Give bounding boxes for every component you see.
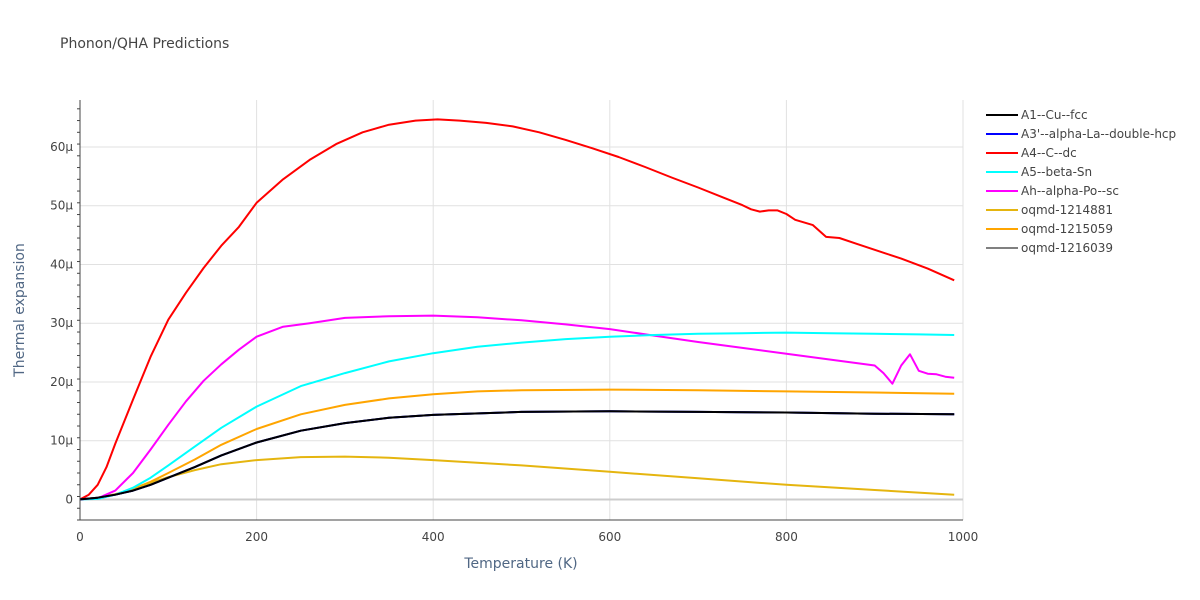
legend-label: A1--Cu--fcc: [1021, 108, 1088, 122]
legend-label: oqmd-1214881: [1021, 203, 1113, 217]
x-axis-title: Temperature (K): [463, 556, 577, 572]
y-tick-label: 20μ: [50, 375, 73, 389]
legend-item[interactable]: oqmd-1216039: [986, 241, 1113, 255]
legend-label: A5--beta-Sn: [1021, 165, 1092, 179]
x-tick-label: 400: [422, 530, 445, 544]
series-line-1[interactable]: [79, 410, 955, 501]
series-line-5[interactable]: [79, 314, 955, 501]
series-line-3[interactable]: [79, 118, 955, 501]
series-line-4[interactable]: [79, 331, 955, 501]
x-tick-label: 600: [598, 530, 621, 544]
y-tick-labels: 0 10μ 20μ 30μ 40μ 50μ 60μ: [50, 140, 73, 506]
x-tick-label: 1000: [948, 530, 979, 544]
legend-label: A3'--alpha-La--double-hcp: [1021, 127, 1176, 141]
y-tick-label: 10μ: [50, 434, 73, 448]
x-tick-labels: 0 200 400 600 800 1000: [76, 530, 978, 544]
legend-item[interactable]: A1--Cu--fcc: [986, 108, 1088, 122]
legend-label: oqmd-1216039: [1021, 241, 1113, 255]
legend-item[interactable]: A3'--alpha-La--double-hcp: [986, 127, 1176, 141]
legend[interactable]: A1--Cu--fcc A3'--alpha-La--double-hcp A4--…: [986, 108, 1176, 255]
x-tick-label: 0: [76, 530, 84, 544]
legend-item[interactable]: oqmd-1214881: [986, 203, 1113, 217]
x-tick-label: 200: [245, 530, 268, 544]
legend-item[interactable]: oqmd-1215059: [986, 222, 1113, 236]
legend-label: Ah--alpha-Po--sc: [1021, 184, 1119, 198]
series-line-6[interactable]: [79, 455, 955, 501]
y-tick-label: 40μ: [50, 257, 73, 271]
legend-item[interactable]: Ah--alpha-Po--sc: [986, 184, 1119, 198]
series-line-7[interactable]: [79, 388, 955, 501]
grid: [80, 100, 964, 520]
y-axis-title: Thermal expansion: [12, 243, 28, 378]
legend-label: A4--C--dc: [1021, 146, 1077, 160]
y-tick-label: 0: [65, 492, 73, 506]
legend-label: oqmd-1215059: [1021, 222, 1113, 236]
legend-item[interactable]: A5--beta-Sn: [986, 165, 1092, 179]
legend-item[interactable]: A4--C--dc: [986, 146, 1077, 160]
axes: [77, 100, 963, 521]
series-lines: [79, 118, 955, 501]
y-tick-label: 30μ: [50, 316, 73, 330]
x-tick-label: 800: [775, 530, 798, 544]
y-tick-label: 60μ: [50, 140, 73, 154]
chart-title: Phonon/QHA Predictions: [60, 36, 230, 52]
y-tick-label: 50μ: [50, 199, 73, 213]
